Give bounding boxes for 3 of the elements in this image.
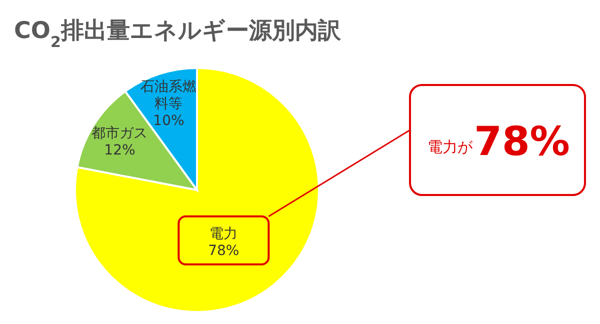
title: CO$_{2}$排出量エネルギー源別内訳	[14, 18, 341, 51]
annotation: 電力が	[428, 138, 472, 156]
annotation: 78%	[474, 119, 570, 165]
